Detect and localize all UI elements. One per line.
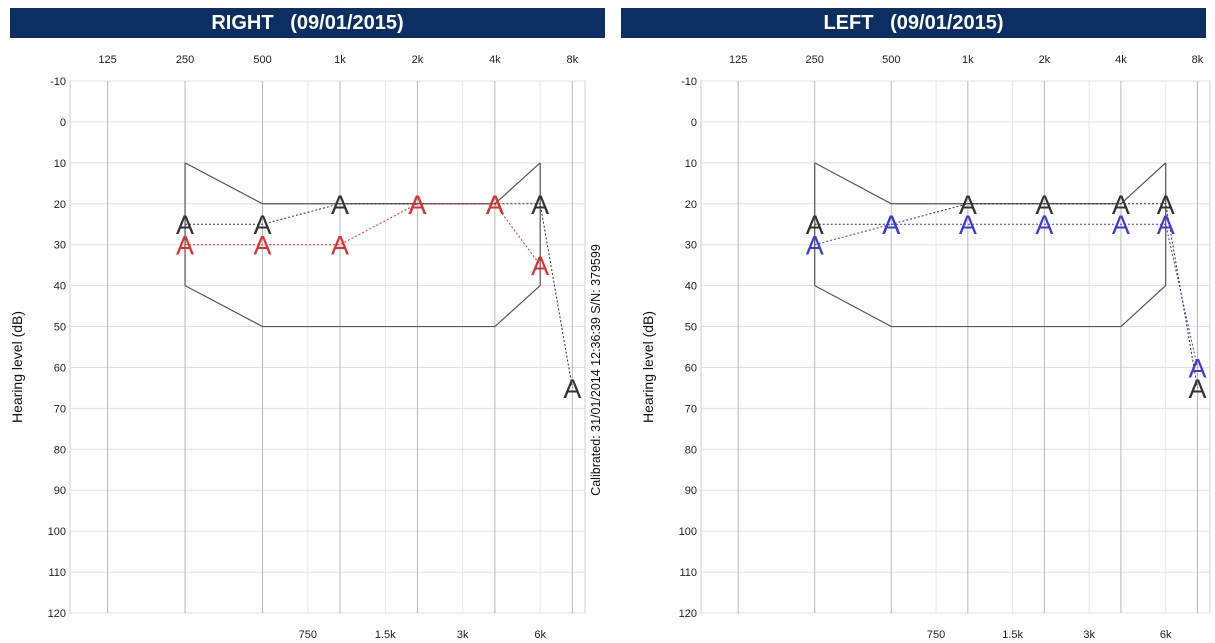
left-point-marker: A bbox=[1112, 190, 1130, 220]
right-y-tick-label: 70 bbox=[54, 403, 66, 415]
right-point-marker: A bbox=[531, 190, 549, 220]
left-point-marker: A bbox=[1157, 190, 1175, 220]
right-x-bottom-tick-label: 1.5k bbox=[375, 629, 396, 641]
right-y-tick-label: 110 bbox=[48, 567, 66, 579]
right-title-label: RIGHT bbox=[211, 11, 274, 34]
left-y-tick-label: 100 bbox=[679, 526, 697, 538]
right-x-tick-label: 250 bbox=[176, 54, 194, 66]
left-point-marker: A bbox=[882, 210, 900, 240]
right-y-tick-label: 100 bbox=[48, 526, 66, 538]
left-point-marker: A bbox=[1035, 190, 1053, 220]
right-y-tick-label: 10 bbox=[54, 158, 66, 170]
left-y-tick-label: 10 bbox=[685, 158, 697, 170]
left-point-marker: A bbox=[806, 210, 824, 240]
left-x-tick-label: 500 bbox=[882, 54, 900, 66]
right-y-axis-label: Hearing level (dB) bbox=[9, 311, 25, 423]
right-chart-title: RIGHT (09/01/2015) bbox=[10, 8, 605, 38]
left-y-tick-label: 40 bbox=[685, 281, 697, 293]
right-x-bottom-tick-label: 750 bbox=[299, 629, 317, 641]
left-y-tick-label: -10 bbox=[681, 76, 697, 88]
right-point-marker: A bbox=[486, 190, 504, 220]
left-title-date: (09/01/2015) bbox=[890, 11, 1004, 34]
right-series-line bbox=[185, 203, 573, 389]
right-point-marker: A bbox=[176, 210, 194, 240]
right-x-bottom-tick-label: 3k bbox=[457, 629, 469, 641]
right-x-tick-label: 2k bbox=[412, 54, 424, 66]
right-point-marker: A bbox=[531, 251, 549, 281]
left-y-tick-label: 30 bbox=[685, 240, 697, 252]
left-y-tick-label: 110 bbox=[679, 567, 697, 579]
right-x-tick-label: 125 bbox=[98, 54, 116, 66]
right-point-marker: A bbox=[486, 190, 504, 220]
right-y-tick-label: 60 bbox=[54, 362, 66, 374]
left-y-tick-label: 80 bbox=[685, 444, 697, 456]
left-x-tick-label: 1k bbox=[962, 54, 974, 66]
right-y-tick-label: 90 bbox=[54, 485, 66, 497]
right-y-tick-label: 20 bbox=[54, 199, 66, 211]
left-point-marker: A bbox=[882, 210, 900, 240]
right-point-marker: A bbox=[563, 374, 581, 404]
left-y-tick-label: 50 bbox=[685, 322, 697, 334]
left-point-marker: A bbox=[1188, 353, 1206, 383]
calibration-note: Calibrated: 31/01/2014 12:36:39 S/N: 379… bbox=[589, 244, 603, 496]
left-series-line bbox=[814, 223, 1198, 368]
left-x-bottom-tick-label: 1.5k bbox=[1002, 629, 1023, 641]
left-x-bottom-tick-label: 6k bbox=[1160, 629, 1172, 641]
right-point-marker: A bbox=[331, 231, 349, 261]
left-norm-lower-edge bbox=[814, 285, 1167, 328]
right-x-bottom-tick-label: 6k bbox=[534, 629, 546, 641]
right-y-tick-label: 40 bbox=[54, 281, 66, 293]
left-plot-area bbox=[700, 80, 1211, 614]
right-point-marker: A bbox=[331, 190, 349, 220]
right-y-tick-label: -10 bbox=[50, 76, 66, 88]
right-y-tick-label: 0 bbox=[60, 117, 66, 129]
left-y-tick-label: 120 bbox=[679, 608, 697, 620]
left-title-label: LEFT bbox=[823, 11, 874, 34]
left-x-tick-label: 8k bbox=[1192, 54, 1204, 66]
left-point-marker: A bbox=[1035, 210, 1053, 240]
left-point-marker: A bbox=[806, 231, 824, 261]
right-series-line bbox=[185, 203, 541, 266]
left-point-marker: A bbox=[959, 210, 977, 240]
left-point-marker: A bbox=[1157, 210, 1175, 240]
left-x-bottom-tick-label: 3k bbox=[1083, 629, 1095, 641]
left-x-tick-label: 2k bbox=[1039, 54, 1051, 66]
left-y-tick-label: 70 bbox=[685, 403, 697, 415]
left-x-bottom-tick-label: 750 bbox=[927, 629, 945, 641]
left-y-tick-label: 60 bbox=[685, 362, 697, 374]
left-point-marker: A bbox=[959, 190, 977, 220]
left-point-marker: A bbox=[1112, 210, 1130, 240]
left-y-tick-label: 90 bbox=[685, 485, 697, 497]
left-series-line bbox=[814, 203, 1198, 389]
right-point-marker: A bbox=[408, 190, 426, 220]
left-x-tick-label: 125 bbox=[729, 54, 747, 66]
right-x-tick-label: 4k bbox=[489, 54, 501, 66]
right-y-tick-label: 50 bbox=[54, 322, 66, 334]
left-chart-title: LEFT (09/01/2015) bbox=[621, 8, 1206, 38]
right-norm-lower-edge bbox=[184, 285, 541, 328]
left-x-tick-label: 250 bbox=[806, 54, 824, 66]
left-point-marker: A bbox=[1188, 374, 1206, 404]
right-x-tick-label: 500 bbox=[253, 54, 271, 66]
left-y-tick-label: 20 bbox=[685, 199, 697, 211]
left-norm-upper-edge bbox=[814, 162, 1167, 205]
right-point-marker: A bbox=[254, 210, 272, 240]
left-x-tick-label: 4k bbox=[1115, 54, 1127, 66]
right-point-marker: A bbox=[176, 231, 194, 261]
left-y-tick-label: 0 bbox=[691, 117, 697, 129]
left-y-axis-label: Hearing level (dB) bbox=[640, 311, 656, 423]
right-point-marker: A bbox=[254, 231, 272, 261]
right-y-tick-label: 30 bbox=[54, 240, 66, 252]
right-title-date: (09/01/2015) bbox=[290, 11, 404, 34]
right-y-tick-label: 120 bbox=[48, 608, 66, 620]
right-y-tick-label: 80 bbox=[54, 444, 66, 456]
right-x-tick-label: 8k bbox=[567, 54, 579, 66]
right-x-tick-label: 1k bbox=[334, 54, 346, 66]
right-point-marker: A bbox=[408, 190, 426, 220]
right-plot-area bbox=[69, 80, 586, 614]
